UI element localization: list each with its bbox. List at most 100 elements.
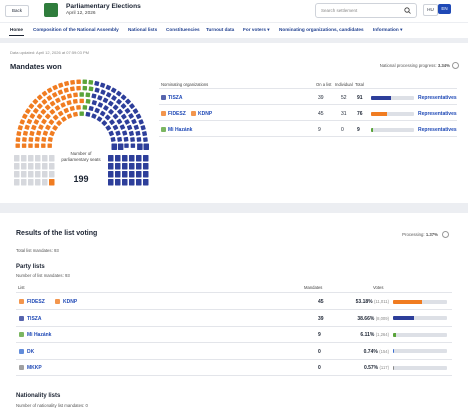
party-name[interactable]: TISZA <box>168 95 183 101</box>
representatives-link[interactable]: Representatives <box>418 95 457 101</box>
vote-share: 53.18% (11,011) <box>355 299 389 305</box>
seat <box>34 143 40 148</box>
individual: 0 <box>341 127 344 133</box>
vote-bar-track <box>393 299 447 304</box>
seat <box>72 98 78 104</box>
seat <box>110 136 116 142</box>
lang-hu[interactable]: HU <box>423 4 438 16</box>
seat <box>122 130 128 136</box>
vote-count: (154) <box>379 348 389 354</box>
seat <box>135 113 142 120</box>
party-logo <box>55 299 60 304</box>
search-placeholder[interactable]: Search settlement <box>321 8 358 13</box>
vote-share: 0.57% (117) <box>363 365 389 371</box>
party-name[interactable]: FIDESZ <box>27 299 45 305</box>
seat <box>49 163 55 170</box>
processing: Processing: 1.37% <box>402 232 438 237</box>
seat <box>99 82 106 88</box>
seat <box>122 163 128 170</box>
party-name[interactable]: TISZA <box>27 315 42 322</box>
seat <box>31 124 37 131</box>
seat <box>115 155 121 162</box>
seat <box>34 136 40 142</box>
seat <box>38 124 44 130</box>
seat <box>32 98 39 105</box>
seat <box>88 86 94 92</box>
nav-item[interactable]: Turnout data <box>206 27 235 32</box>
seat <box>14 155 20 162</box>
seat <box>42 179 48 186</box>
seat <box>124 143 129 148</box>
nav-item[interactable]: Information ▾ <box>373 27 403 32</box>
representatives-link[interactable]: Representatives <box>418 111 457 117</box>
header: Back Parliamentary Elections April 12, 2… <box>0 0 468 22</box>
rowline <box>16 358 452 359</box>
seat <box>21 143 27 148</box>
seat <box>129 163 135 170</box>
search-icon[interactable] <box>404 7 411 14</box>
individual: 52 <box>341 95 347 101</box>
seat <box>110 87 117 94</box>
seat <box>49 100 56 107</box>
column-header: Votes <box>373 285 384 290</box>
seat <box>72 111 78 117</box>
nav-item[interactable]: Home <box>10 27 24 32</box>
progress-label: National processing progress: <box>379 63 437 68</box>
column-header: List <box>18 285 25 290</box>
seat <box>54 105 61 111</box>
party-name[interactable]: KDNP <box>63 299 78 305</box>
seat <box>129 179 135 186</box>
nav-item[interactable]: Constituencies <box>166 27 200 32</box>
seat <box>115 179 121 186</box>
seat <box>36 113 43 120</box>
nav-item[interactable]: Nominating organizations, candidates <box>279 27 364 32</box>
party-logo <box>19 332 24 337</box>
seat <box>85 92 91 98</box>
seat <box>117 143 124 150</box>
seat <box>22 130 28 136</box>
nav-item[interactable]: Composition of the National Assembly <box>33 27 119 32</box>
vote-bar-track <box>393 316 447 320</box>
seat <box>61 116 67 122</box>
party-name[interactable]: KDNP <box>198 111 213 117</box>
seat <box>47 136 53 142</box>
party-name[interactable]: MKKP <box>27 365 42 371</box>
rowline <box>159 120 457 121</box>
back-button[interactable]: Back <box>5 5 29 17</box>
rowline <box>16 325 452 326</box>
vote-bar <box>393 332 397 337</box>
seat <box>15 137 21 142</box>
vote-count: (117) <box>379 365 389 370</box>
updated-note: Data updated: April 12, 2026 at 07:59:03… <box>10 50 89 55</box>
vote-share: 6.11% (1,264) <box>360 332 389 338</box>
seat <box>125 98 131 105</box>
seat <box>28 171 34 178</box>
party-name[interactable]: FIDESZ <box>168 111 186 117</box>
seat <box>42 163 48 170</box>
seat <box>115 130 121 136</box>
party-logo <box>191 111 196 116</box>
nav-item[interactable]: National lists <box>128 27 158 32</box>
seat <box>14 163 20 170</box>
lang-en[interactable]: EN <box>438 4 451 14</box>
back-label[interactable]: Back <box>11 8 22 13</box>
seat <box>58 82 64 88</box>
seat <box>41 98 48 105</box>
seat <box>63 107 69 114</box>
party-name[interactable]: Mi Hazánk <box>168 127 193 133</box>
representatives-link[interactable]: Representatives <box>418 127 457 133</box>
party-name[interactable]: DK <box>27 348 35 355</box>
nav-item[interactable]: For voters ▾ <box>243 27 270 32</box>
seat <box>63 87 69 93</box>
party-name[interactable]: Mi Hazánk <box>27 332 52 338</box>
site-date: April 12, 2026 <box>66 11 96 16</box>
seat <box>16 131 22 137</box>
seats-total: 199 <box>73 174 89 184</box>
party-logo <box>161 95 166 100</box>
seat <box>100 89 106 95</box>
on-list: 39 <box>318 95 324 101</box>
vote-bar <box>393 316 414 320</box>
seat <box>136 171 142 178</box>
seat <box>108 171 114 178</box>
search-box[interactable]: Search settlement <box>315 3 417 18</box>
